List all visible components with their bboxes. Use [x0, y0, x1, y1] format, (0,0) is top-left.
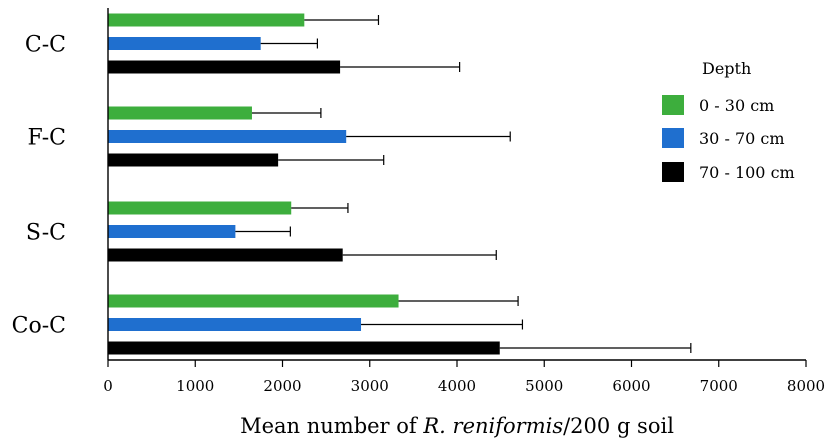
- bar-F-C-series-1: [108, 106, 252, 120]
- legend-swatch-series-2: [662, 128, 684, 148]
- legend-label-series-2: 30 - 70 cm: [699, 129, 785, 148]
- x-tick-label: 0: [103, 377, 113, 395]
- category-label-F-C: F-C: [27, 126, 66, 151]
- bar-S-C-series-3: [108, 248, 343, 262]
- category-label-S-C: S-C: [26, 221, 66, 246]
- bar-S-C-series-1: [108, 201, 292, 215]
- bars-layer: [108, 13, 692, 355]
- category-labels: C-C F-C S-C Co-C: [12, 33, 66, 339]
- legend-label-series-3: 70 - 100 cm: [699, 163, 795, 182]
- bar-Co-C-series-3: [108, 341, 500, 355]
- bar-C-C-series-3: [108, 60, 341, 74]
- bar-C-C-series-1: [108, 13, 305, 27]
- x-tick-label: 7000: [700, 377, 738, 395]
- x-tick-label: 4000: [438, 377, 476, 395]
- legend-swatch-series-3: [662, 162, 684, 182]
- x-tick-label: 5000: [525, 377, 563, 395]
- legend: Depth 0 - 30 cm 30 - 70 cm 70 - 100 cm: [662, 59, 795, 182]
- x-tick-label: 1000: [176, 377, 214, 395]
- x-tick-label: 6000: [612, 377, 650, 395]
- bar-F-C-series-3: [108, 153, 279, 167]
- legend-title: Depth: [702, 59, 751, 78]
- category-label-C-C: C-C: [25, 33, 66, 58]
- bar-Co-C-series-1: [108, 294, 399, 308]
- x-tick-label: 2000: [263, 377, 301, 395]
- bar-Co-C-series-2: [108, 318, 362, 331]
- x-tick-label: 8000: [787, 377, 825, 395]
- bar-S-C-series-2: [108, 225, 236, 238]
- x-tick-label: 3000: [351, 377, 389, 395]
- bar-F-C-series-2: [108, 130, 347, 143]
- x-ticks: 0 1000 2000 3000 4000 5000 6000 7000 8000: [103, 360, 825, 395]
- category-label-Co-C: Co-C: [12, 314, 66, 339]
- legend-swatch-series-1: [662, 95, 684, 115]
- x-axis-label: Mean number of R. reniformis/200 g soil: [240, 414, 674, 438]
- legend-label-series-1: 0 - 30 cm: [699, 96, 774, 115]
- bar-C-C-series-2: [108, 37, 261, 50]
